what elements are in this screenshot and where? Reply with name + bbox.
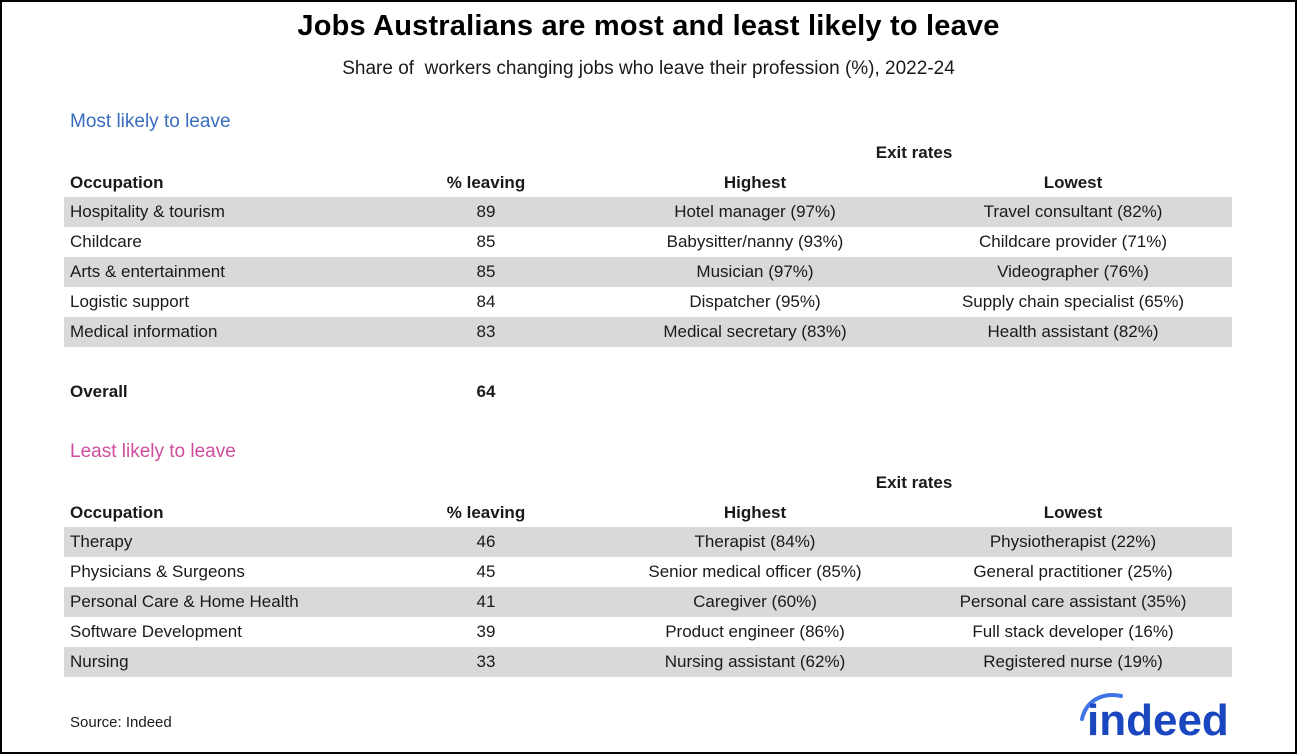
lowest-exit-cell: Physiotherapist (22%): [989, 532, 1157, 551]
pct-leaving-cell: 83: [476, 322, 496, 341]
occupation-cell: Personal Care & Home Health: [70, 592, 299, 611]
occupation-cell: Nursing: [70, 652, 129, 671]
indeed-logo-svg: indeed: [1080, 693, 1229, 745]
occupation-cell: Hospitality & tourism: [70, 202, 225, 221]
column-header-occupation: Occupation: [70, 502, 164, 522]
lowest-exit-cell: Registered nurse (19%): [983, 652, 1163, 671]
pct-leaving-cell: 85: [476, 232, 496, 251]
column-header-highest: Highest: [723, 172, 787, 192]
table-row: Therapy 46 Therapist (84%) Physiotherapist …: [64, 527, 1233, 557]
column-header-pct-leaving: % leaving: [446, 502, 526, 522]
table-row: Medical information 83 Medical secretary (…: [64, 317, 1233, 347]
section-label-least-likely: Least likely to leave: [70, 441, 236, 462]
pct-leaving-cell: 89: [476, 202, 496, 221]
highest-exit-cell: Hotel manager (97%): [674, 202, 836, 221]
column-header-highest: Highest: [723, 502, 787, 522]
pct-leaving-cell: 46: [476, 532, 496, 551]
most-likely-table: Exit rates Occupation % leaving Highest …: [64, 137, 1233, 347]
pct-leaving-cell: 45: [476, 562, 496, 581]
highest-exit-cell: Musician (97%): [696, 262, 814, 281]
highest-exit-cell: Medical secretary (83%): [663, 322, 847, 341]
highest-exit-cell: Nursing assistant (62%): [664, 652, 846, 671]
column-header-lowest: Lowest: [1043, 502, 1103, 522]
indeed-logo: indeed: [1075, 688, 1243, 745]
pct-leaving-cell: 33: [476, 652, 496, 671]
chart-subtitle: Share of workers changing jobs who leave…: [342, 58, 955, 79]
lowest-exit-cell: Childcare provider (71%): [978, 232, 1168, 251]
pct-leaving-cell: 84: [476, 292, 496, 311]
table-row: Childcare 85 Babysitter/nanny (93%) Childca…: [64, 227, 1232, 257]
highest-exit-cell: Product engineer (86%): [665, 622, 845, 641]
table-row: Physicians & Surgeons 45 Senior medical of…: [64, 557, 1232, 587]
highest-exit-cell: Senior medical officer (85%): [648, 562, 862, 581]
table-row: Nursing 33 Nursing assistant (62%) Register…: [64, 647, 1233, 677]
least-likely-table: Exit rates Occupation % leaving Highest …: [64, 467, 1233, 677]
occupation-cell: Arts & entertainment: [70, 262, 225, 281]
occupation-cell: Physicians & Surgeons: [70, 562, 245, 581]
exit-rates-header: Exit rates: [875, 472, 953, 492]
section-label-most-likely: Most likely to leave: [70, 111, 231, 132]
overall-label: Overall: [70, 382, 128, 401]
table-row: Arts & entertainment 85 Musician (97%) Vide…: [64, 257, 1233, 287]
chart-title: Jobs Australians are most and least like…: [297, 10, 1000, 42]
column-header-row: Occupation % leaving Highest Lowest: [64, 498, 1232, 527]
table-row: Software Development 39 Product engineer (…: [64, 617, 1232, 647]
indeed-swoosh-icon: [1080, 693, 1123, 721]
table-row: Hospitality & tourism 89 Hotel manager (97…: [64, 197, 1233, 227]
exit-rates-group-row: Exit rates: [64, 137, 1232, 168]
overall-value: 64: [476, 382, 496, 401]
lowest-exit-cell: Full stack developer (16%): [972, 622, 1174, 641]
highest-exit-cell: Babysitter/nanny (93%): [666, 232, 844, 251]
source-note: Source: Indeed: [70, 714, 172, 731]
column-header-pct-leaving: % leaving: [446, 172, 526, 192]
lowest-exit-cell: Health assistant (82%): [987, 322, 1159, 341]
column-header-occupation: Occupation: [70, 172, 164, 192]
table-row: Personal Care & Home Health 41 Caregiver (…: [64, 587, 1233, 617]
indeed-wordmark: indeed: [1087, 696, 1229, 740]
occupation-cell: Therapy: [70, 532, 133, 551]
lowest-exit-cell: General practitioner (25%): [973, 562, 1173, 581]
lowest-exit-cell: Personal care assistant (35%): [959, 592, 1187, 611]
occupation-cell: Childcare: [70, 232, 142, 251]
highest-exit-cell: Caregiver (60%): [693, 592, 817, 611]
lowest-exit-cell: Videographer (76%): [997, 262, 1149, 281]
column-header-lowest: Lowest: [1043, 172, 1103, 192]
table-row: Logistic support 84 Dispatcher (95%) Supply…: [64, 287, 1232, 317]
highest-exit-cell: Therapist (84%): [694, 532, 816, 551]
lowest-exit-cell: Supply chain specialist (65%): [961, 292, 1185, 311]
exit-rates-header: Exit rates: [875, 142, 953, 162]
occupation-cell: Software Development: [70, 622, 242, 641]
exit-rates-group-row: Exit rates: [64, 467, 1232, 498]
lowest-exit-cell: Travel consultant (82%): [983, 202, 1163, 221]
pct-leaving-cell: 41: [476, 592, 496, 611]
highest-exit-cell: Dispatcher (95%): [689, 292, 821, 311]
occupation-cell: Logistic support: [70, 292, 190, 311]
column-header-row: Occupation % leaving Highest Lowest: [64, 168, 1232, 197]
occupation-cell: Medical information: [70, 322, 218, 341]
pct-leaving-cell: 85: [476, 262, 496, 281]
pct-leaving-cell: 39: [476, 622, 496, 641]
